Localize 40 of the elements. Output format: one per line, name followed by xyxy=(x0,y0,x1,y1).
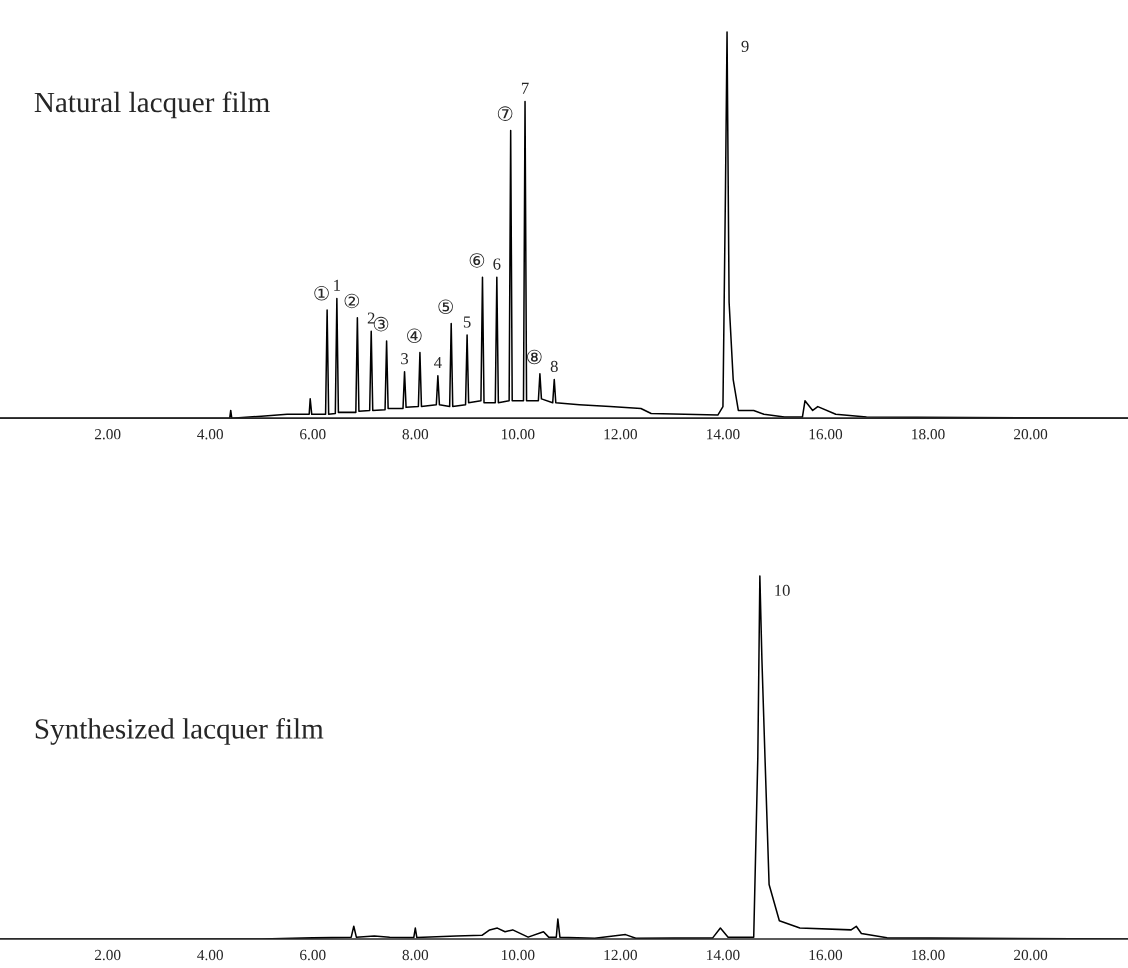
x-tick-label: 2.00 xyxy=(94,429,121,440)
annotation: 1 xyxy=(334,279,341,291)
annotation: 7 xyxy=(521,82,529,94)
x-tick-label: 10.00 xyxy=(502,949,535,961)
text: Natural lacquer film xyxy=(34,91,270,119)
annotation: 6 xyxy=(493,258,501,270)
x-tick-label: 6.00 xyxy=(300,949,326,961)
x-tick-label: 4.00 xyxy=(197,949,223,961)
annotation: ① xyxy=(314,285,329,301)
annotation: 4 xyxy=(434,357,442,368)
x-tick-label: 12.00 xyxy=(604,949,638,961)
annotation: 8 xyxy=(550,360,558,372)
x-tick-label: 14.00 xyxy=(707,949,740,961)
annotation: ⑦ xyxy=(497,106,513,121)
x-tick-label: 4.00 xyxy=(197,429,223,440)
x-tick-label: 10.00 xyxy=(502,429,535,440)
annotation: 3 xyxy=(401,353,409,365)
annotation: 5 xyxy=(463,316,471,328)
annotation: 10 xyxy=(775,584,790,597)
x-tick-label: 8.00 xyxy=(402,949,429,961)
x-tick-label: 18.00 xyxy=(912,949,945,961)
annotation: ② xyxy=(344,293,360,309)
x-tick-label: 12.00 xyxy=(604,429,638,440)
annotation: ⑧ xyxy=(527,349,542,365)
x-tick-label: 18.00 xyxy=(912,429,945,440)
x-tick-label: 16.00 xyxy=(809,949,843,961)
annotation: ⑤ xyxy=(438,299,453,315)
x-tick-label: 8.00 xyxy=(402,429,429,440)
annotation: ⑥ xyxy=(469,253,485,268)
annotation: 2 xyxy=(367,312,375,324)
x-tick-label: 16.00 xyxy=(809,429,843,440)
x-tick-label: 6.00 xyxy=(300,429,326,440)
annotation: ④ xyxy=(407,328,422,344)
annotation: 9 xyxy=(741,40,749,52)
x-tick-label: 20.00 xyxy=(1014,949,1048,961)
x-tick-label: 2.00 xyxy=(94,949,121,961)
annotation: ③ xyxy=(373,316,389,332)
x-tick-label: 20.00 xyxy=(1014,429,1048,440)
x-tick-label: 14.00 xyxy=(707,429,740,440)
text: Synthesized lacquer film xyxy=(35,717,324,745)
